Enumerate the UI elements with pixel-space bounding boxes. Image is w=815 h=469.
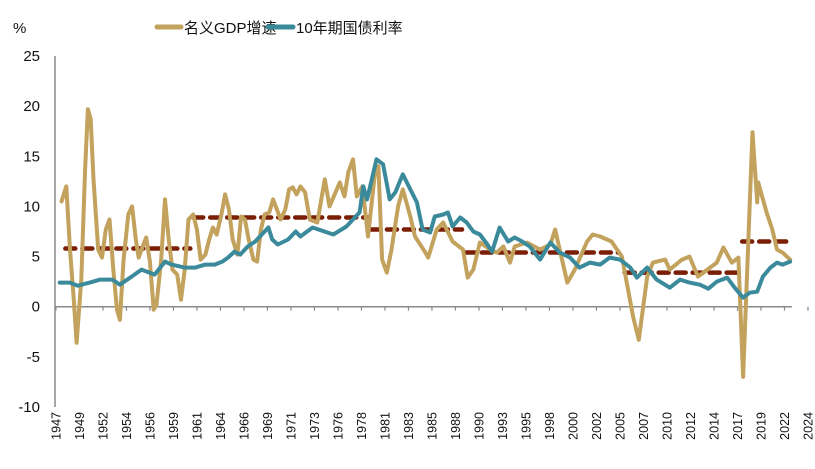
x-tick-label: 1956 [143,412,157,440]
y-tick-label: 5 [32,249,40,266]
y-tick-label: 25 [23,48,40,65]
x-tick-label: 2012 [684,412,698,440]
x-tick-label: 2007 [637,412,651,440]
gdp-growth-line [59,107,793,379]
x-tick-label: 1971 [284,412,298,440]
x-tick-label: 1995 [519,412,533,440]
x-tick-label: 1981 [378,412,392,440]
x-tick-label: 1998 [543,412,557,440]
x-tick-label: 1978 [355,412,369,440]
y-tick-label: 20 [23,98,40,115]
y-tick-label: 10 [23,198,40,215]
x-tick-label: 1988 [449,412,463,440]
x-tick-label: 1969 [261,412,275,440]
x-tick-label: 1966 [237,412,251,440]
x-tick-label: 1990 [472,412,486,440]
legend-label-gdp: 名义GDP增速 [184,20,277,37]
series-lines [57,107,793,379]
x-tick-label: 2005 [613,412,627,440]
x-tick-label: 2017 [731,412,745,440]
x-tick-label: 1973 [308,412,322,440]
x-tick-label: 2024 [801,412,815,440]
x-tick-label: 1961 [190,412,204,440]
x-tick-label: 1954 [120,412,134,440]
y-tick-label: 0 [32,299,40,316]
x-tick-label: 1993 [496,412,510,440]
x-tick-label: 2000 [566,412,580,440]
x-tick-label: 1964 [214,412,228,440]
x-tick-label: 1985 [425,412,439,440]
legend-label-yield: 10年期国债利率 [296,20,403,37]
axes: 25 20 15 10 5 0 -5 -10 1947 1949 1952 1954 1956 1959 1… [18,48,815,440]
x-tick-label: 1959 [167,412,181,440]
x-tick-label: 1947 [49,412,63,440]
legend-item-gdp[interactable]: 名义GDP增速 [154,20,277,37]
x-tick-label: 2010 [660,412,674,440]
x-tick-label: 2019 [754,412,768,440]
y-tick-label: 15 [23,148,40,165]
legend-item-yield[interactable]: 10年期国债利率 [265,20,403,37]
x-tick-label: 1976 [331,412,345,440]
x-tick-label: 2022 [778,412,792,440]
x-tick-label: 1952 [96,412,110,440]
y-unit-label: % [13,20,26,37]
legend: 名义GDP增速 10年期国债利率 [154,20,403,37]
x-tick-label: 1983 [402,412,416,440]
x-tick-label: 2014 [707,412,721,440]
x-tick-label: 1949 [73,412,87,440]
x-tick-label: 2002 [590,412,604,440]
bond-yield-line [57,157,793,300]
y-tick-label: -5 [27,349,40,366]
y-tick-label: -10 [18,399,40,416]
